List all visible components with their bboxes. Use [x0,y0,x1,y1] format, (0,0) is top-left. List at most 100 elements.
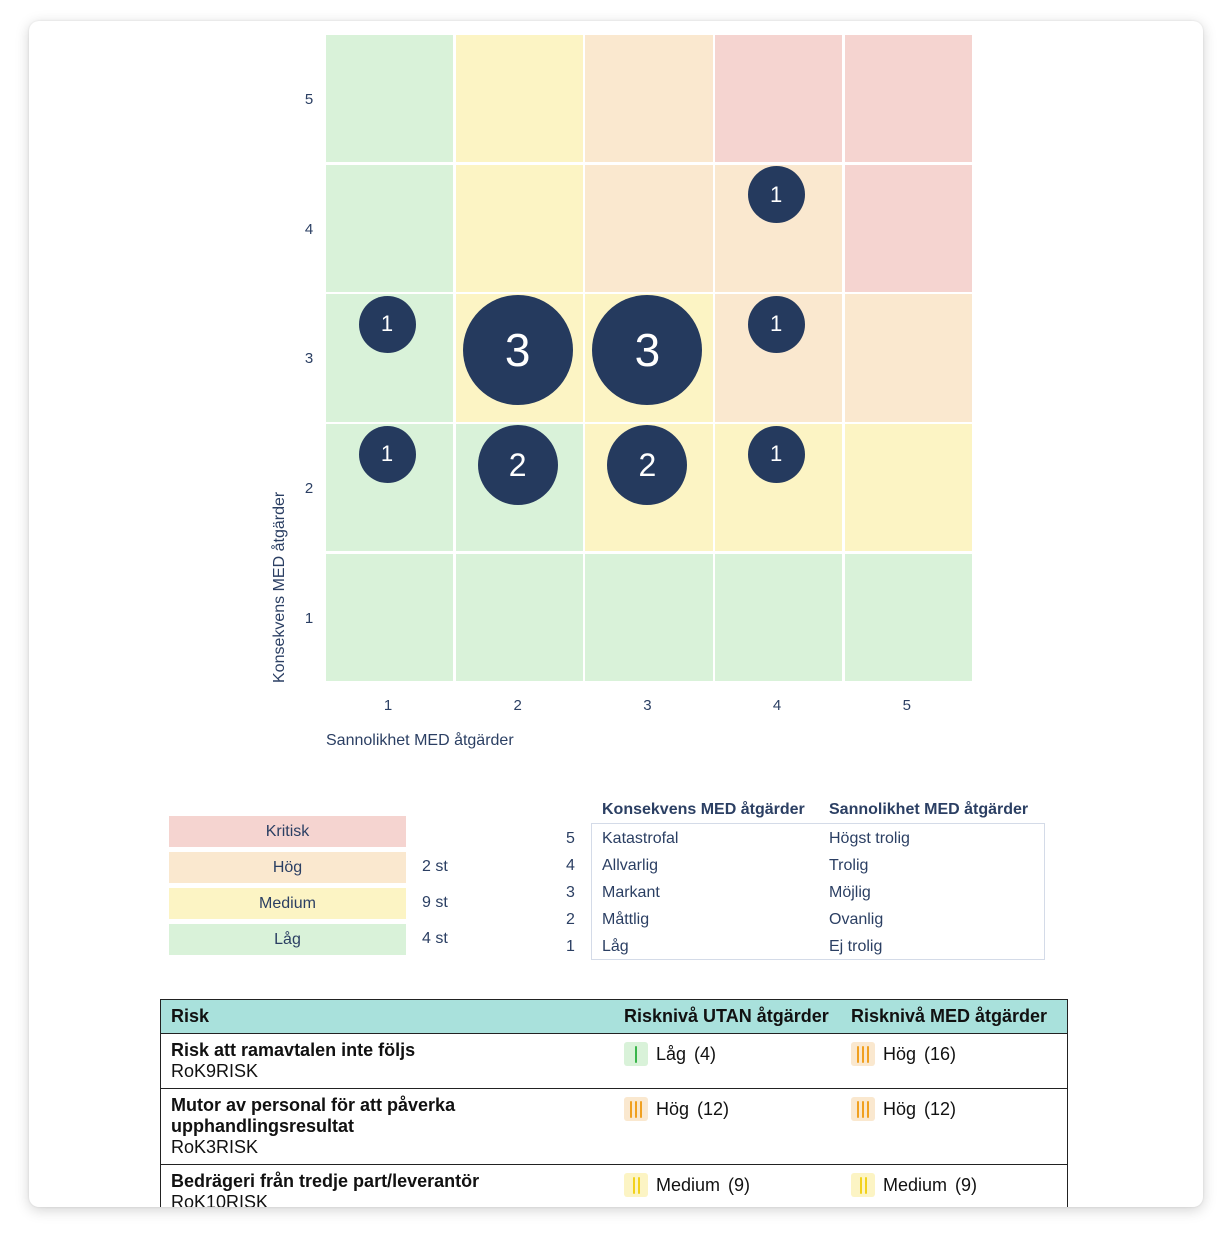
legend-item-hög: Hög [169,852,406,883]
scale-konsekvens-label: Allvarlig [602,856,659,874]
risk-count-bubble[interactable]: 1 [747,166,805,224]
risk-level-med-cell: Medium (9) [841,1164,1068,1207]
risk-row[interactable]: Mutor av personal för att påverka upphan… [160,1088,1068,1165]
y-axis-title: Konsekvens MED åtgärder [271,491,288,683]
risk-level-med-cell: Hög (12) [841,1088,1068,1165]
risk-level: Medium (9) [851,1173,1057,1197]
risk-level-score: (12) [924,1098,957,1119]
level-bar [635,1045,637,1063]
scale-level-number: 1 [566,937,575,955]
level-bar [630,1100,632,1118]
x-tick-label: 5 [902,697,911,714]
risk-name: Bedrägeri från tredje part/leverantör [171,1171,480,1191]
risk-table: Risk Risknivå UTAN åtgärder Risknivå MED… [160,999,1068,1207]
scale-konsekvens-label: Markant [602,883,660,901]
risk-code: RoK9RISK [171,1061,259,1081]
matrix-cell [455,553,584,682]
risk-level-label: Hög [883,1043,917,1064]
level-bar [859,1176,862,1194]
risk-code: RoK10RISK [171,1192,269,1207]
risk-level: Medium (9) [624,1173,831,1197]
risk-level: Hög (12) [624,1097,831,1121]
matrix-cell [844,164,973,293]
risk-level-label: Medium [656,1174,721,1195]
level-bar [635,1100,637,1118]
matrix-cell [844,35,973,163]
risk-level-bars-icon [851,1042,875,1066]
risk-level-label: Låg [656,1043,687,1064]
risk-count-bubble[interactable]: 1 [358,295,416,353]
y-tick-label: 3 [304,350,314,368]
matrix-cell: 2 [585,424,713,552]
matrix-cell: 1 [326,294,454,422]
matrix-cell [585,164,713,293]
level-bar [857,1100,859,1118]
legend-item-kritisk: Kritisk [169,816,406,847]
risk-count-bubble[interactable]: 2 [477,425,558,506]
risk-row[interactable]: Bedrägeri från tredje part/leverantör RoK… [160,1164,1068,1207]
legend-count: 2 st [422,858,448,875]
risk-level-utan-cell: Hög (12) [614,1088,841,1165]
risk-level: Hög (16) [851,1042,1057,1066]
legend-item-medium: Medium [169,888,406,919]
level-bar [632,1176,635,1194]
scale-header-sannolikhet: Sannolikhet MED åtgärder [829,801,1029,818]
y-tick-label: 4 [304,220,314,238]
legend-item-låg: Låg [169,924,406,955]
matrix-cell [326,164,454,293]
risk-cell: Bedrägeri från tredje part/leverantör RoK… [160,1164,614,1207]
risk-count-bubble[interactable]: 3 [592,295,703,406]
legend-count: 9 st [422,894,448,911]
level-bar [867,1045,869,1063]
risk-level-bars-icon [851,1097,875,1121]
risk-level-score: (9) [955,1174,978,1195]
risk-count-bubble[interactable]: 1 [747,425,805,483]
scale-level-number: 4 [566,856,575,874]
risk-level-score: (12) [697,1098,730,1119]
matrix-cell [844,553,973,682]
risk-count-bubble[interactable]: 2 [607,425,688,506]
scale-level-number: 5 [566,829,575,847]
header-risk: Risk [160,999,614,1034]
risk-level-score: (4) [694,1043,717,1064]
header-utan: Risknivå UTAN åtgärder [614,999,841,1034]
header-med: Risknivå MED åtgärder [841,999,1068,1034]
legend-count: 4 st [422,930,448,947]
x-tick-label: 1 [383,697,393,714]
scale-sannolikhet-label: Trolig [829,856,869,874]
matrix-cell [585,35,713,163]
scale-level-number: 2 [566,910,575,928]
matrix-cell [844,294,973,422]
level-bar [640,1100,642,1118]
scale-level-number: 3 [566,883,575,901]
matrix-cell [715,35,843,163]
risk-level-med-cell: Hög (16) [841,1033,1068,1089]
risk-cell: Risk att ramavtalen inte följs RoK9RISK [160,1033,614,1089]
risk-level-bars-icon [624,1042,648,1066]
risk-level-utan-cell: Låg (4) [614,1033,841,1089]
matrix-cell [326,35,454,163]
matrix-cell [585,553,713,682]
y-tick-label: 5 [304,91,314,108]
risk-name: Risk att ramavtalen inte följs [171,1040,416,1060]
risk-count-bubble[interactable]: 1 [747,295,805,353]
matrix-cell: 1 [326,424,454,552]
risk-row[interactable]: Risk att ramavtalen inte följs RoK9RISK Lå… [160,1033,1068,1089]
risk-count-bubble[interactable]: 3 [462,295,573,406]
matrix-cell: 3 [585,294,713,422]
risk-level-utan-cell: Medium (9) [614,1164,841,1207]
y-tick-label: 2 [304,480,314,498]
scale-sannolikhet-label: Ovanlig [829,910,884,928]
level-bar [862,1045,864,1063]
x-tick-label: 2 [513,697,522,714]
scale-sannolikhet-label: Ej trolig [829,937,883,955]
scale-box [591,823,1045,960]
risk-level-score: (9) [728,1174,751,1195]
risk-count-bubble[interactable]: 1 [358,425,416,483]
matrix-cell: 1 [715,424,843,552]
risk-cell: Mutor av personal för att påverka upphan… [160,1088,614,1165]
risk-level-bars-icon [624,1097,648,1121]
risk-level-label: Hög [883,1098,917,1119]
